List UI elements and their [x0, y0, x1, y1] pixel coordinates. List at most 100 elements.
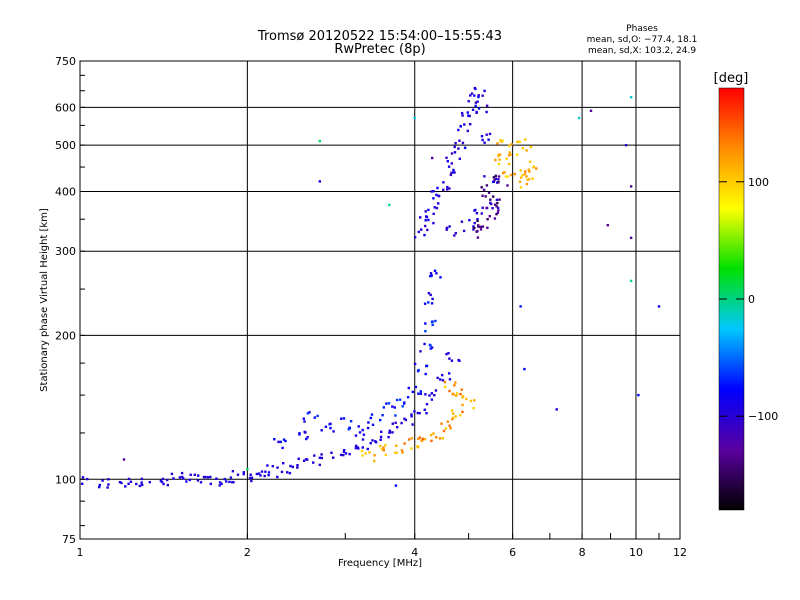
- data-point: [432, 212, 435, 215]
- data-point: [452, 168, 455, 172]
- x-tick-label: 2: [244, 546, 251, 559]
- data-point: [122, 458, 126, 461]
- data-point: [521, 174, 524, 177]
- data-point: [339, 453, 343, 457]
- data-point: [371, 439, 374, 442]
- data-point: [127, 482, 130, 485]
- data-point: [496, 206, 500, 210]
- data-point: [459, 414, 462, 417]
- y-tick-label: 500: [55, 139, 76, 152]
- data-point: [496, 142, 499, 145]
- data-point: [469, 123, 472, 126]
- data-point: [388, 203, 391, 207]
- data-point: [423, 302, 427, 305]
- colorbar-tick-label: 100: [748, 176, 769, 189]
- data-point: [448, 372, 451, 375]
- data-point: [447, 352, 450, 355]
- data-point: [401, 451, 404, 454]
- data-point: [182, 477, 185, 480]
- data-point: [107, 483, 110, 486]
- data-point: [349, 420, 353, 423]
- data-point: [457, 147, 460, 150]
- data-point: [306, 412, 310, 415]
- data-point: [472, 225, 475, 228]
- data-point: [477, 224, 480, 227]
- data-point: [160, 480, 164, 484]
- data-point: [423, 408, 426, 411]
- data-point: [432, 221, 435, 225]
- data-point: [379, 438, 382, 441]
- data-point: [453, 234, 456, 237]
- colorbar-tick-label: 0: [748, 293, 755, 306]
- x-tick-label: 4: [411, 546, 418, 559]
- data-point: [494, 203, 497, 206]
- data-point: [266, 464, 269, 467]
- data-point: [477, 94, 480, 97]
- data-point: [81, 476, 85, 479]
- data-point: [504, 175, 508, 178]
- data-point: [521, 147, 524, 150]
- data-point: [284, 439, 287, 443]
- data-point: [508, 144, 511, 148]
- data-point: [388, 430, 392, 434]
- data-point: [449, 427, 452, 430]
- data-point: [419, 350, 422, 353]
- data-point: [491, 207, 494, 210]
- data-point: [393, 406, 396, 409]
- data-point: [425, 412, 428, 415]
- data-point: [432, 432, 435, 435]
- data-point: [218, 481, 222, 484]
- data-point: [492, 195, 495, 198]
- data-point: [329, 422, 332, 425]
- data-point: [348, 452, 351, 456]
- data-point: [403, 417, 406, 420]
- data-point: [347, 428, 350, 431]
- data-point: [429, 433, 433, 437]
- data-point: [589, 109, 593, 112]
- data-point: [525, 149, 528, 152]
- data-point: [361, 446, 364, 449]
- data-point: [473, 399, 476, 402]
- data-point: [458, 359, 461, 362]
- data-point: [429, 275, 432, 278]
- data-point: [475, 110, 478, 114]
- data-point: [448, 389, 451, 393]
- data-point: [220, 482, 223, 485]
- data-point: [361, 438, 365, 441]
- data-point: [454, 415, 457, 418]
- data-point: [492, 180, 495, 184]
- data-point: [374, 441, 378, 444]
- data-point: [361, 428, 364, 432]
- data-point: [461, 396, 464, 399]
- data-point: [188, 478, 191, 482]
- data-point: [506, 175, 509, 178]
- data-point: [304, 458, 308, 461]
- data-point: [413, 362, 417, 366]
- data-point: [413, 236, 417, 239]
- x-tick-label: 1: [77, 546, 84, 559]
- data-point: [417, 392, 420, 395]
- data-point: [411, 423, 414, 426]
- data-point: [362, 433, 366, 436]
- data-point: [431, 323, 434, 327]
- data-point: [424, 322, 427, 325]
- data-point: [250, 476, 254, 479]
- data-point: [225, 480, 228, 483]
- data-point: [391, 431, 394, 434]
- data-point: [469, 94, 472, 97]
- data-point: [467, 100, 470, 103]
- data-point: [444, 385, 447, 389]
- data-point: [555, 408, 558, 411]
- data-point: [458, 157, 461, 160]
- data-point: [281, 446, 284, 450]
- data-point: [166, 483, 169, 487]
- data-point: [496, 202, 499, 205]
- data-point: [452, 171, 455, 174]
- data-point: [445, 156, 448, 159]
- data-point: [318, 463, 321, 467]
- data-point: [403, 442, 406, 445]
- data-point: [428, 394, 431, 397]
- data-point: [434, 389, 438, 392]
- data-point: [343, 449, 346, 452]
- data-point: [282, 438, 286, 441]
